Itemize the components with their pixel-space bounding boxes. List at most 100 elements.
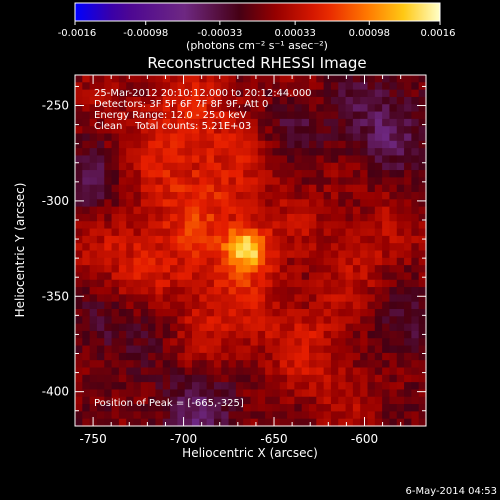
heatmap-cell <box>404 345 412 354</box>
heatmap-cell <box>330 265 339 274</box>
heatmap-cell <box>82 272 91 281</box>
heatmap-cell <box>272 155 281 164</box>
heatmap-cell <box>75 235 83 244</box>
heatmap-cell <box>104 82 113 91</box>
heatmap-cell <box>338 192 347 200</box>
heatmap-cell <box>374 309 383 317</box>
heatmap-cell <box>287 221 295 230</box>
heatmap-cell <box>287 338 295 347</box>
heatmap-cell <box>126 323 135 332</box>
heatmap-cell <box>243 213 252 222</box>
heatmap-cell <box>374 140 383 149</box>
heatmap-cell <box>177 184 186 193</box>
heatmap-cell <box>199 330 208 339</box>
heatmap-cell <box>148 287 157 295</box>
heatmap-cell <box>133 235 142 244</box>
heatmap-cell <box>418 287 427 295</box>
heatmap-cell <box>82 192 91 200</box>
heatmap-cell <box>309 418 317 427</box>
heatmap-cell <box>89 96 98 105</box>
heatmap-cell <box>294 111 303 120</box>
heatmap-cell <box>301 418 310 427</box>
heatmap-cell <box>96 162 105 171</box>
heatmap-cell <box>316 206 325 215</box>
heatmap-cell <box>111 316 120 325</box>
heatmap-cell <box>111 257 120 266</box>
heatmap-cell <box>104 155 113 164</box>
heatmap-cell <box>330 418 339 427</box>
heatmap-cell <box>389 89 398 98</box>
heatmap-cell <box>213 389 222 398</box>
heatmap-cell <box>96 265 105 274</box>
heatmap-cell <box>345 396 354 405</box>
heatmap-cell <box>162 345 171 354</box>
heatmap-cell <box>243 235 252 244</box>
heatmap-cell <box>104 316 113 325</box>
heatmap-cell <box>96 228 105 237</box>
heatmap-cell <box>309 184 317 193</box>
heatmap-cell <box>374 192 383 200</box>
heatmap-cell <box>309 243 317 252</box>
heatmap-cell <box>228 360 237 369</box>
heatmap-cell <box>96 272 105 281</box>
heatmap-cell <box>199 75 208 83</box>
heatmap-cell <box>235 184 244 193</box>
heatmap-cell <box>243 133 252 142</box>
heatmap-cell <box>82 396 91 405</box>
heatmap-cell <box>82 228 91 237</box>
heatmap-cell <box>396 272 405 281</box>
heatmap-cell <box>133 272 142 281</box>
heatmap-cell <box>396 177 405 186</box>
heatmap-cell <box>118 367 127 376</box>
heatmap-cell <box>411 199 420 208</box>
heatmap-cell <box>199 404 208 412</box>
heatmap-cell <box>301 309 310 317</box>
heatmap-cell <box>148 367 157 376</box>
heatmap-cell <box>411 345 420 354</box>
heatmap-cell <box>309 140 317 149</box>
heatmap-cell <box>279 228 288 237</box>
heatmap-cell <box>133 89 142 98</box>
heatmap-cell <box>177 170 186 178</box>
heatmap-cell <box>330 235 339 244</box>
heatmap-cell <box>287 177 295 186</box>
heatmap-cell <box>287 126 295 135</box>
heatmap-cell <box>148 294 157 303</box>
heatmap-cell <box>250 192 259 200</box>
heatmap-cell <box>221 279 230 288</box>
heatmap-cell <box>360 140 369 149</box>
heatmap-cell <box>367 221 376 230</box>
heatmap-cell <box>301 294 310 303</box>
heatmap-cell <box>367 345 376 354</box>
heatmap-cell <box>213 235 222 244</box>
heatmap-cell <box>374 89 383 98</box>
heatmap-cell <box>170 382 178 391</box>
heatmap-cell <box>184 192 193 200</box>
heatmap-cell <box>184 221 193 230</box>
heatmap-cell <box>323 389 332 398</box>
heatmap-cell <box>294 389 303 398</box>
heatmap-cell <box>338 287 347 295</box>
heatmap-cell <box>250 206 259 215</box>
heatmap-cell <box>404 265 412 274</box>
heatmap-cell <box>411 75 420 83</box>
heatmap-cell <box>323 199 332 208</box>
heatmap-cell <box>228 250 237 259</box>
heatmap-cell <box>104 389 113 398</box>
heatmap-cell <box>162 126 171 135</box>
heatmap-cell <box>89 111 98 120</box>
heatmap-cell <box>206 206 215 215</box>
heatmap-cell <box>133 323 142 332</box>
heatmap-cell <box>140 345 149 354</box>
heatmap-cell <box>418 338 427 347</box>
heatmap-cell <box>140 177 149 186</box>
heatmap-cell <box>192 221 200 230</box>
heatmap-cell <box>155 96 164 105</box>
heatmap-cell <box>111 243 120 252</box>
heatmap-cell <box>316 330 325 339</box>
heatmap-cell <box>345 89 354 98</box>
heatmap-cell <box>192 140 200 149</box>
heatmap-cell <box>75 118 83 127</box>
heatmap-cell <box>89 192 98 200</box>
heatmap-cell <box>82 170 91 178</box>
